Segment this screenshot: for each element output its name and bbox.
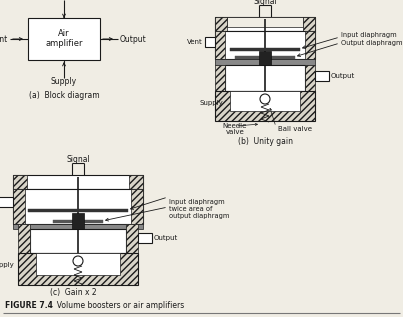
Bar bbox=[215, 31, 315, 59]
Bar bbox=[215, 17, 227, 31]
Bar bbox=[30, 229, 126, 253]
Text: Needle
valve: Needle valve bbox=[223, 122, 247, 135]
Text: Air: Air bbox=[58, 29, 70, 37]
Bar bbox=[215, 59, 315, 65]
Bar bbox=[227, 17, 303, 27]
Bar bbox=[305, 31, 315, 59]
Bar bbox=[13, 175, 27, 189]
Text: Vent: Vent bbox=[187, 39, 203, 45]
Bar bbox=[18, 224, 30, 253]
Bar bbox=[36, 253, 120, 275]
Text: Output: Output bbox=[154, 235, 178, 241]
Text: Ball valve: Ball valve bbox=[278, 126, 312, 132]
Text: Input diaphragm
twice area of
output diaphragm: Input diaphragm twice area of output dia… bbox=[169, 199, 229, 219]
Bar bbox=[13, 189, 25, 224]
Bar bbox=[28, 18, 100, 60]
Text: (a)  Block diagram: (a) Block diagram bbox=[29, 92, 99, 100]
Bar bbox=[126, 224, 138, 253]
Bar bbox=[215, 17, 315, 31]
Bar bbox=[303, 17, 315, 31]
Bar bbox=[13, 224, 143, 229]
Text: Vent: Vent bbox=[0, 35, 8, 43]
Text: Input diaphragm: Input diaphragm bbox=[341, 32, 397, 38]
Bar bbox=[225, 65, 305, 91]
Bar bbox=[230, 91, 300, 111]
Bar bbox=[129, 175, 143, 189]
Bar bbox=[215, 91, 315, 121]
Bar bbox=[0, 197, 13, 207]
Bar bbox=[205, 37, 215, 47]
Bar bbox=[215, 31, 225, 59]
Text: amplifier: amplifier bbox=[45, 40, 83, 49]
Text: Signal: Signal bbox=[66, 154, 90, 164]
Bar bbox=[53, 220, 103, 223]
Circle shape bbox=[73, 256, 83, 266]
Bar bbox=[315, 71, 329, 81]
Bar bbox=[131, 189, 143, 224]
Bar bbox=[28, 209, 128, 212]
Text: Output: Output bbox=[331, 73, 355, 79]
Text: (b)  Unity gain: (b) Unity gain bbox=[237, 137, 293, 146]
Text: Volume boosters or air amplifiers: Volume boosters or air amplifiers bbox=[52, 301, 184, 309]
Text: Signal: Signal bbox=[52, 0, 76, 1]
Text: Supply: Supply bbox=[0, 262, 14, 268]
Text: Signal: Signal bbox=[253, 0, 277, 5]
Bar bbox=[18, 253, 138, 285]
Bar bbox=[13, 189, 143, 224]
Bar bbox=[13, 175, 143, 189]
Bar bbox=[138, 233, 152, 243]
Bar bbox=[230, 48, 300, 51]
Text: Supply: Supply bbox=[51, 77, 77, 87]
Text: (c)  Gain x 2: (c) Gain x 2 bbox=[50, 288, 96, 297]
Bar bbox=[235, 56, 295, 59]
Text: Output diaphragm: Output diaphragm bbox=[341, 40, 403, 46]
Text: FIGURE 7.4: FIGURE 7.4 bbox=[5, 301, 53, 309]
Bar bbox=[72, 213, 84, 229]
Bar bbox=[215, 65, 225, 91]
Text: Supply: Supply bbox=[199, 100, 223, 106]
Bar bbox=[259, 51, 271, 65]
Bar bbox=[305, 65, 315, 91]
Text: Output: Output bbox=[120, 35, 147, 43]
Circle shape bbox=[260, 94, 270, 104]
